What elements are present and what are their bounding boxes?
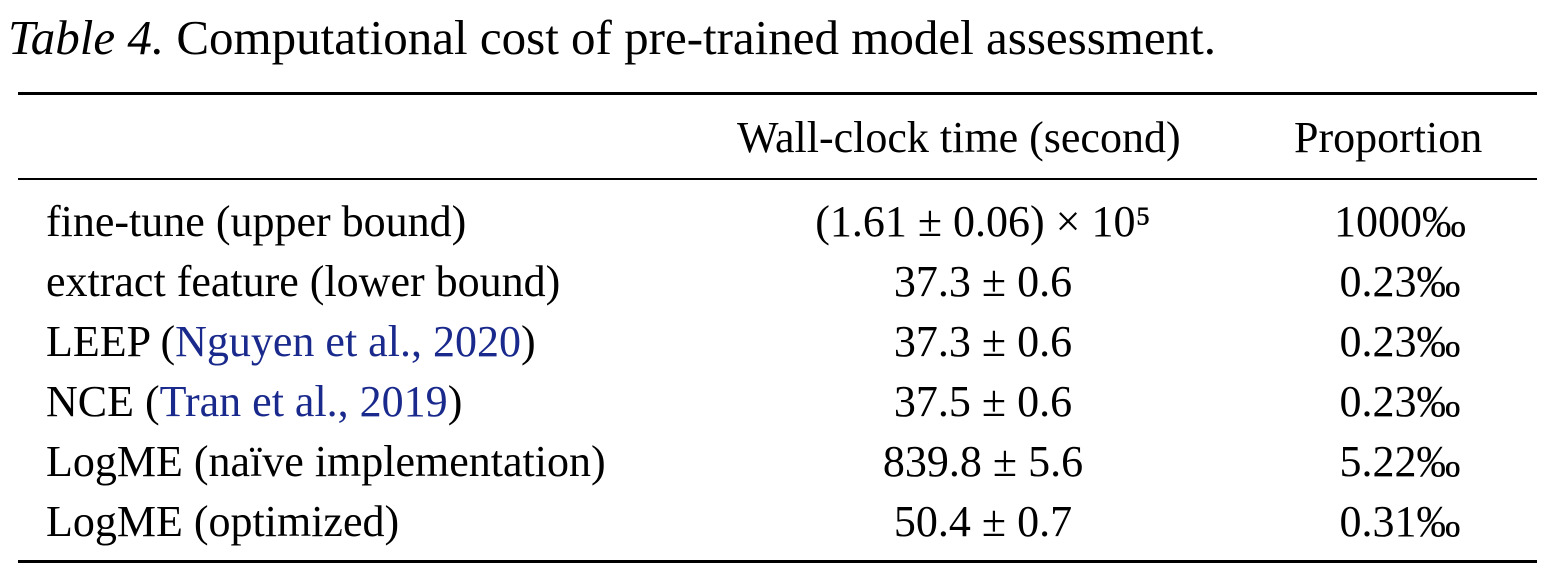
time-value: 37.5 ± 0.6 bbox=[893, 377, 1073, 426]
top-rule bbox=[18, 92, 1537, 95]
method-name: fine-tune (upper bound) bbox=[46, 197, 467, 246]
citation-link[interactable]: Tran et al., 2019 bbox=[159, 377, 448, 426]
proportion-value: 0.23‰ bbox=[1339, 377, 1461, 426]
citation-link[interactable]: Nguyen et al., 2020 bbox=[175, 317, 521, 366]
proportion-value: 1000‰ bbox=[1334, 197, 1466, 246]
table-caption: Table 4. Computational cost of pre-train… bbox=[8, 8, 1216, 68]
header-time: Wall-clock time (second) bbox=[737, 113, 1181, 162]
method-prefix: LEEP ( bbox=[46, 317, 176, 366]
time-value: 839.8 ± 5.6 bbox=[882, 437, 1084, 486]
table-row: LEEP (Nguyen et al., 2020) 37.3 ± 0.6 0.… bbox=[0, 312, 1552, 372]
method-suffix: ) bbox=[520, 317, 536, 366]
table-row: LogME (naïve implementation) 839.8 ± 5.6… bbox=[0, 432, 1552, 492]
proportion-value: 0.23‰ bbox=[1339, 257, 1461, 306]
caption-text: Computational cost of pre-trained model … bbox=[176, 10, 1217, 65]
time-value: (1.61 ± 0.06) × 10⁵ bbox=[815, 197, 1151, 246]
header-proportion: Proportion bbox=[1294, 113, 1483, 162]
proportion-value: 0.23‰ bbox=[1339, 317, 1461, 366]
method-name: LEEP (Nguyen et al., 2020) bbox=[46, 312, 536, 372]
table-row: LogME (optimized) 50.4 ± 0.7 0.31‰ bbox=[0, 492, 1552, 552]
method-name: extract feature (lower bound) bbox=[46, 257, 561, 306]
header-rule bbox=[18, 178, 1537, 180]
table-label: Table 4. bbox=[8, 10, 165, 65]
time-value: 50.4 ± 0.7 bbox=[893, 497, 1073, 546]
proportion-value: 0.31‰ bbox=[1339, 497, 1461, 546]
method-name: LogME (optimized) bbox=[46, 497, 400, 546]
table-row: extract feature (lower bound) 37.3 ± 0.6… bbox=[0, 252, 1552, 312]
method-name: LogME (naïve implementation) bbox=[46, 437, 606, 486]
method-suffix: ) bbox=[447, 377, 463, 426]
time-value: 37.3 ± 0.6 bbox=[893, 257, 1073, 306]
time-value: 37.3 ± 0.6 bbox=[893, 317, 1073, 366]
proportion-value: 5.22‰ bbox=[1339, 437, 1461, 486]
table-row: NCE (Tran et al., 2019) 37.5 ± 0.6 0.23‰ bbox=[0, 372, 1552, 432]
bottom-rule bbox=[18, 560, 1537, 563]
method-name: NCE (Tran et al., 2019) bbox=[46, 372, 462, 432]
table-row: fine-tune (upper bound) (1.61 ± 0.06) × … bbox=[0, 192, 1552, 252]
method-prefix: NCE ( bbox=[46, 377, 160, 426]
